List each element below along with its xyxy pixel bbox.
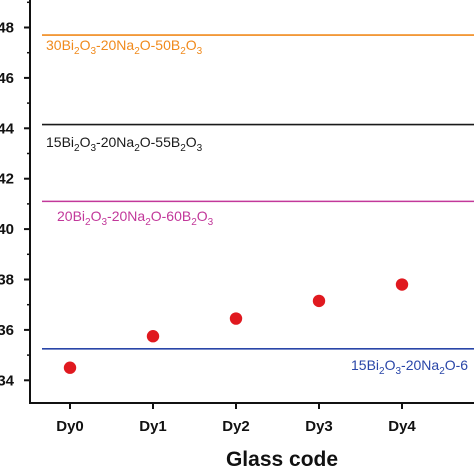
data-point [146,330,160,343]
y-tick-label: 46 [0,70,14,87]
x-tick-label: Dy0 [56,418,84,435]
x-tick-label: Dy3 [305,418,333,435]
y-tick-label: 34 [0,372,15,389]
y-tick-label: 36 [0,322,14,339]
x-axis-title: Glass code [226,448,338,471]
reference-labels: 30Bi2O3-20Na2O-50B2O3 15Bi2O3-20Na2O-55B2… [46,37,468,377]
data-point [63,361,77,374]
reference-line-label: 20Bi2O3-20Na2O-60B2O3 [57,208,214,228]
y-tick-label: 38 [0,272,14,289]
y-tick-label: 48 [0,20,14,37]
x-axis-ticks: Dy0Dy1Dy2Dy3Dy4D [56,403,416,435]
y-axis-ticks: 34 36 38 40 42 44 46 48 [0,1,30,389]
x-tick-label: Dy4 [388,418,416,435]
data-point [395,278,409,291]
x-tick-label: Dy2 [222,418,250,435]
data-point [312,294,326,308]
data-points [63,278,409,374]
y-tick-label: 40 [0,221,14,238]
reference-lines [42,34,474,350]
reference-line-label: 30Bi2O3-20Na2O-50B2O3 [46,37,203,57]
reference-line-label: 15Bi2O3-20Na2O-6 [351,357,468,377]
data-point [229,312,243,325]
y-tick-label: 44 [0,120,15,137]
reference-line-label: 15Bi2O3-20Na2O-55B2O3 [46,134,203,154]
x-tick-label: Dy1 [139,418,167,435]
y-tick-label: 42 [0,171,14,188]
